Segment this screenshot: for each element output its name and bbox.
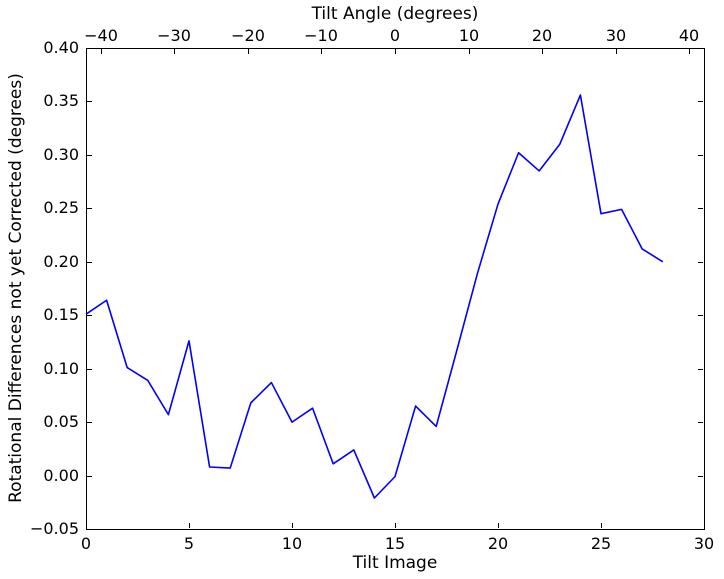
top-tick-label: 10 (458, 26, 480, 45)
y-tick-label: 0.05 (43, 412, 79, 431)
top-tick-label: −20 (231, 26, 265, 45)
y-tick-label: 0.30 (43, 145, 79, 164)
x-tick-label: 30 (693, 534, 715, 553)
data-line (85, 94, 664, 499)
y-tick-label: 0.15 (43, 305, 79, 324)
x-tick-label: 5 (183, 534, 195, 553)
x-tick-label: 25 (590, 534, 612, 553)
y-tick-label: 0.20 (43, 252, 79, 271)
plot-border (86, 48, 705, 530)
top-axis-title: Tilt Angle (degrees) (311, 4, 479, 24)
top-tick-label: 0 (389, 26, 401, 45)
y-tick-label: 0.10 (43, 359, 79, 378)
y-tick-label: 0.40 (43, 38, 79, 57)
top-tick-label: 40 (678, 26, 700, 45)
y-tick-label: 0.25 (43, 198, 79, 217)
top-tick-label: −30 (157, 26, 191, 45)
x-axis-label: Tilt Image (352, 553, 438, 573)
x-tick-label: 0 (80, 534, 92, 553)
y-tick-label: −0.05 (29, 519, 79, 538)
y-tick-label: 0.00 (43, 466, 79, 485)
top-tick-label: 20 (531, 26, 553, 45)
top-tick-label: 30 (605, 26, 627, 45)
top-tick-label: −10 (304, 26, 338, 45)
x-tick-label: 10 (281, 534, 303, 553)
y-tick-label: 0.35 (43, 91, 79, 110)
x-tick-label: 15 (384, 534, 406, 553)
x-tick-label: 20 (487, 534, 509, 553)
top-tick-label: −40 (84, 26, 118, 45)
